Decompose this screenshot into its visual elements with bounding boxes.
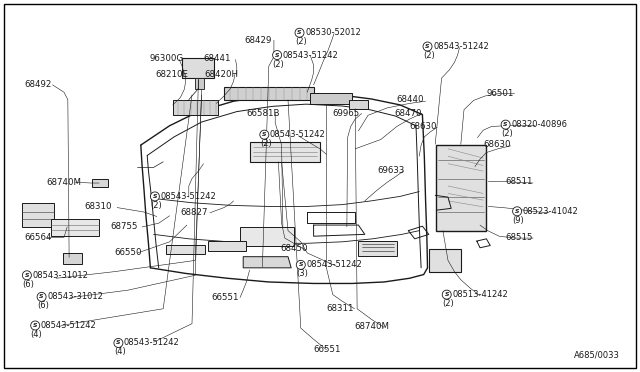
Circle shape [501, 120, 510, 129]
Text: S: S [503, 122, 508, 127]
Text: 08543-51242: 08543-51242 [433, 42, 489, 51]
Text: S: S [275, 52, 280, 58]
Circle shape [260, 130, 269, 139]
Polygon shape [310, 93, 352, 104]
Circle shape [296, 260, 305, 269]
Polygon shape [173, 100, 218, 115]
Text: 66581B: 66581B [246, 109, 280, 118]
Text: 68440: 68440 [397, 95, 424, 104]
Text: S: S [24, 273, 29, 278]
Text: 66550: 66550 [114, 248, 141, 257]
Polygon shape [349, 100, 368, 109]
Text: 66564: 66564 [24, 233, 52, 242]
Text: 96501: 96501 [486, 89, 514, 97]
Circle shape [295, 28, 304, 37]
Text: 08523-41042: 08523-41042 [523, 207, 579, 216]
Text: 68420H: 68420H [205, 70, 239, 79]
Text: (2): (2) [273, 60, 284, 68]
Text: (3): (3) [296, 269, 308, 278]
Circle shape [273, 51, 282, 60]
Text: 08530-52012: 08530-52012 [305, 28, 361, 37]
Polygon shape [429, 249, 461, 272]
Text: 68511: 68511 [506, 177, 533, 186]
Text: (6): (6) [37, 301, 49, 310]
Text: (9): (9) [513, 216, 524, 225]
Text: 68429: 68429 [244, 36, 272, 45]
Text: S: S [297, 30, 302, 35]
Text: 68441: 68441 [204, 54, 231, 63]
Text: (2): (2) [423, 51, 435, 60]
Polygon shape [240, 227, 294, 246]
Text: 08513-41242: 08513-41242 [452, 290, 508, 299]
Text: 08543-31012: 08543-31012 [33, 271, 88, 280]
Text: 08320-40896: 08320-40896 [511, 120, 567, 129]
Text: 08543-51242: 08543-51242 [124, 339, 180, 347]
Text: (4): (4) [31, 330, 42, 339]
Text: S: S [444, 292, 449, 297]
Polygon shape [92, 179, 108, 187]
Polygon shape [195, 78, 204, 89]
Polygon shape [243, 257, 291, 268]
Text: 68755: 68755 [111, 222, 138, 231]
Circle shape [150, 192, 159, 201]
Polygon shape [436, 145, 486, 231]
Text: (6): (6) [22, 280, 35, 289]
Polygon shape [22, 203, 54, 227]
Polygon shape [182, 58, 214, 78]
Text: S: S [298, 262, 303, 267]
Polygon shape [250, 142, 320, 162]
Polygon shape [166, 245, 205, 254]
Text: S: S [33, 323, 38, 328]
Text: 68827: 68827 [180, 208, 208, 217]
Polygon shape [51, 219, 99, 236]
Text: 08543-31012: 08543-31012 [47, 292, 103, 301]
Circle shape [513, 207, 522, 216]
Text: S: S [515, 209, 520, 214]
Circle shape [31, 321, 40, 330]
Circle shape [442, 290, 451, 299]
Text: S: S [425, 44, 430, 49]
Polygon shape [358, 241, 397, 256]
Text: S: S [39, 294, 44, 299]
Text: 08543-51242: 08543-51242 [161, 192, 216, 201]
Text: (2): (2) [295, 37, 307, 46]
Text: 68210E: 68210E [156, 70, 189, 79]
Text: 68740M: 68740M [354, 322, 389, 331]
Circle shape [22, 271, 31, 280]
Polygon shape [224, 87, 314, 100]
Text: 68311: 68311 [326, 304, 354, 312]
Text: 68630: 68630 [410, 122, 437, 131]
Text: 68740M: 68740M [46, 178, 81, 187]
Text: 08543-51242: 08543-51242 [283, 51, 339, 60]
Text: 66551: 66551 [211, 293, 239, 302]
Circle shape [423, 42, 432, 51]
Text: (2): (2) [501, 129, 513, 138]
Text: 08543-51242: 08543-51242 [270, 130, 326, 139]
Text: 68470: 68470 [394, 109, 422, 118]
Text: 08543-51242: 08543-51242 [307, 260, 362, 269]
Text: 96300G: 96300G [149, 54, 183, 63]
Circle shape [37, 292, 46, 301]
Text: S: S [116, 340, 121, 346]
Text: 68492: 68492 [24, 80, 52, 89]
Text: A685/0033: A685/0033 [573, 351, 620, 360]
Text: (2): (2) [150, 201, 162, 210]
Circle shape [114, 339, 123, 347]
Text: (4): (4) [114, 347, 125, 356]
Text: S: S [262, 132, 267, 137]
Text: (2): (2) [442, 299, 454, 308]
Polygon shape [63, 253, 82, 264]
Text: 69965: 69965 [333, 109, 360, 118]
Text: S: S [152, 194, 157, 199]
Text: 69633: 69633 [378, 166, 405, 175]
Text: 08543-51242: 08543-51242 [41, 321, 97, 330]
Polygon shape [208, 241, 246, 251]
Text: 68515: 68515 [506, 233, 533, 242]
Text: (2): (2) [260, 139, 271, 148]
Text: 66551: 66551 [314, 345, 341, 354]
Text: 68310: 68310 [84, 202, 112, 211]
Text: 68630: 68630 [483, 140, 511, 149]
Text: 68450: 68450 [280, 244, 308, 253]
